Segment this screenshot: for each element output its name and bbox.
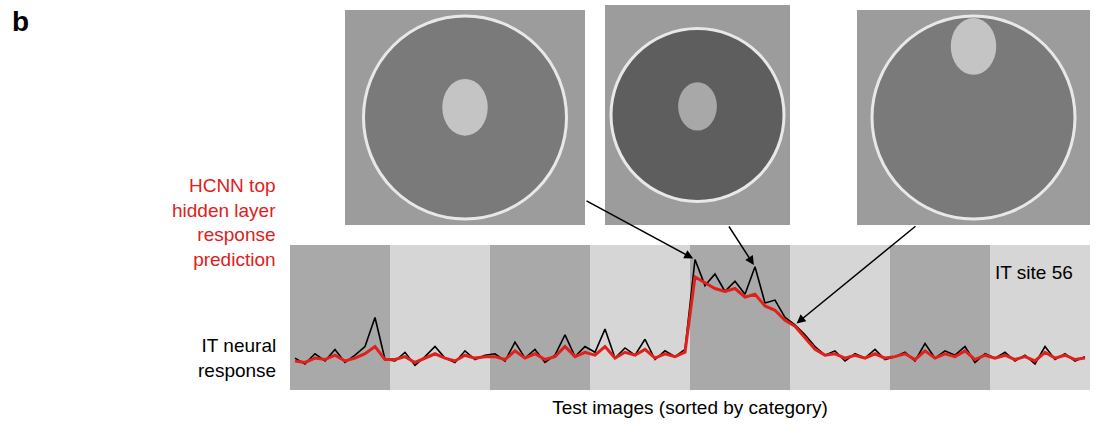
svg-text:HCNN tophidden layerresponsepr: HCNN tophidden layerresponseprediction: [172, 175, 276, 270]
svg-text:IT neuralresponse: IT neuralresponse: [198, 335, 276, 381]
svg-text:Test images (sorted by categor: Test images (sorted by category): [552, 397, 828, 418]
svg-text:IT site 56: IT site 56: [995, 262, 1073, 283]
svg-text:b: b: [12, 6, 29, 37]
